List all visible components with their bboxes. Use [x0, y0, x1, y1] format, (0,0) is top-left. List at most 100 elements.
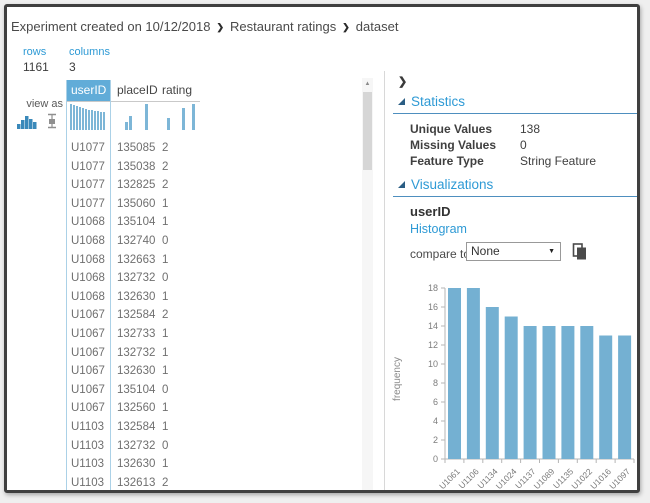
data-table-body: U1077 135085 2 U1077 135038 2 U1077 132825 2 U107…: [66, 139, 216, 490]
table-row: U1077 132825 2: [66, 176, 216, 195]
table-row: U1068 132663 1: [66, 251, 216, 270]
table-row: U1067 132560 1: [66, 399, 216, 418]
copy-icon[interactable]: [572, 243, 587, 265]
x-category-label: U1097: [607, 466, 632, 490]
histogram-link[interactable]: Histogram: [410, 222, 467, 236]
table-row: U1067 132630 1: [66, 362, 216, 381]
compare-to-select[interactable]: None ▼: [466, 242, 561, 261]
table-cell: 2: [162, 179, 169, 192]
histogram-view-icon[interactable]: [17, 115, 39, 134]
table-cell: 0: [162, 234, 169, 247]
histogram-bar[interactable]: [599, 335, 613, 460]
table-cell: U1067: [71, 402, 105, 415]
y-tick-label: 8: [433, 378, 438, 388]
section-expand-icon: [398, 98, 405, 105]
sparkline-bar: [167, 118, 170, 130]
breadcrumb-module[interactable]: Restaurant ratings: [230, 19, 337, 34]
sparkline-userID[interactable]: [66, 103, 110, 133]
histogram-bar[interactable]: [542, 326, 556, 459]
statistics-title: Statistics: [411, 94, 466, 109]
table-cell: 2: [162, 160, 169, 173]
table-cell: U1068: [71, 272, 105, 285]
table-cell: 2: [162, 142, 169, 154]
table-cell: 1: [162, 197, 169, 210]
sparkline-bar: [129, 116, 132, 130]
table-row: U1077 135038 2: [66, 158, 216, 177]
histogram-bar[interactable]: [523, 326, 537, 459]
histogram-bar[interactable]: [580, 326, 594, 459]
histogram-bar[interactable]: [561, 326, 575, 459]
table-cell: U1103: [71, 458, 105, 471]
table-scrollbar[interactable]: ▲: [362, 78, 373, 490]
sparkline-rating[interactable]: [158, 103, 204, 133]
frequency-histogram: 0 2 4 6 8 10 12 14 16 18 U1061 U1106 U1134 U1024 U1137…: [388, 279, 637, 490]
view-as-label: view as: [26, 98, 63, 110]
histogram-bar[interactable]: [618, 335, 632, 460]
table-row: U1068 132732 0: [66, 269, 216, 288]
dropdown-caret-icon: ▼: [548, 248, 555, 255]
table-cell: U1067: [71, 365, 105, 378]
column-header-userid[interactable]: userID: [66, 80, 110, 101]
sparkline-bar: [100, 112, 102, 130]
table-cell: 135060: [117, 197, 156, 210]
table-cell: 1: [162, 458, 169, 471]
visualizations-section-header[interactable]: Visualizations: [398, 177, 493, 192]
column-header-placeid[interactable]: placeID: [117, 83, 158, 97]
table-cell: U1068: [71, 216, 105, 229]
histogram-bar[interactable]: [504, 316, 518, 460]
breadcrumb-port: dataset: [355, 19, 399, 34]
sparkline-bar: [82, 108, 84, 130]
y-tick-label: 16: [428, 302, 438, 312]
table-row: U1068 135104 1: [66, 213, 216, 232]
y-tick-label: 4: [433, 416, 438, 426]
table-cell: 1: [162, 365, 169, 378]
table-row: U1068 132740 0: [66, 232, 216, 251]
table-cell: U1067: [71, 346, 105, 359]
table-cell: 132584: [117, 420, 156, 433]
stat-label: Unique Values: [410, 122, 493, 136]
table-cell: 1: [162, 420, 169, 433]
stat-label: Missing Values: [410, 138, 497, 152]
sparkline-bar: [76, 106, 78, 130]
table-cell: 2: [162, 309, 169, 322]
sparkline-bar: [192, 104, 195, 130]
stat-value: 138: [520, 122, 541, 136]
y-tick-label: 0: [433, 454, 438, 464]
sparkline-bar: [91, 110, 93, 130]
table-cell: 1: [162, 402, 169, 415]
sparkline-placeID[interactable]: [110, 103, 158, 133]
breadcrumb: Experiment created on 10/12/2018 ❯ Restaur…: [11, 19, 398, 34]
table-cell: 1: [162, 346, 169, 359]
table-cell: U1068: [71, 234, 105, 247]
table-cell: 0: [162, 439, 169, 452]
stat-value: String Feature: [520, 154, 597, 168]
histogram-bar[interactable]: [466, 288, 480, 459]
table-row: U1067 132732 1: [66, 344, 216, 363]
table-cell: 0: [162, 272, 169, 285]
selected-column-border-left: [66, 80, 67, 490]
table-header: userID placeID rating: [66, 80, 204, 101]
column-sparklines: [66, 103, 204, 133]
stat-label: Feature Type: [410, 154, 484, 168]
table-cell: 132740: [117, 234, 156, 247]
breadcrumb-experiment[interactable]: Experiment created on 10/12/2018: [11, 19, 211, 34]
y-tick-label: 6: [433, 397, 438, 407]
table-row: U1077 135085 2: [66, 139, 216, 158]
panel-collapse-icon[interactable]: ❯: [398, 76, 408, 88]
statistics-section-header[interactable]: Statistics: [398, 94, 465, 109]
sparkline-bar: [145, 104, 148, 130]
scrollbar-thumb[interactable]: [363, 92, 372, 170]
histogram-bar[interactable]: [448, 288, 461, 459]
table-cell: 132630: [117, 458, 156, 471]
rows-value: 1161: [23, 60, 49, 74]
rows-label: rows: [23, 46, 47, 58]
table-cell: 132732: [117, 346, 156, 359]
table-cell: 132613: [117, 476, 156, 489]
table-cell: 132732: [117, 439, 156, 452]
histogram-bar[interactable]: [485, 307, 499, 459]
scrollbar-up-icon[interactable]: ▲: [364, 81, 371, 87]
table-cell: 1: [162, 216, 169, 229]
boxplot-view-icon[interactable]: [46, 113, 58, 134]
visualized-column-name: userID: [410, 204, 451, 219]
column-header-rating[interactable]: rating: [162, 83, 193, 97]
